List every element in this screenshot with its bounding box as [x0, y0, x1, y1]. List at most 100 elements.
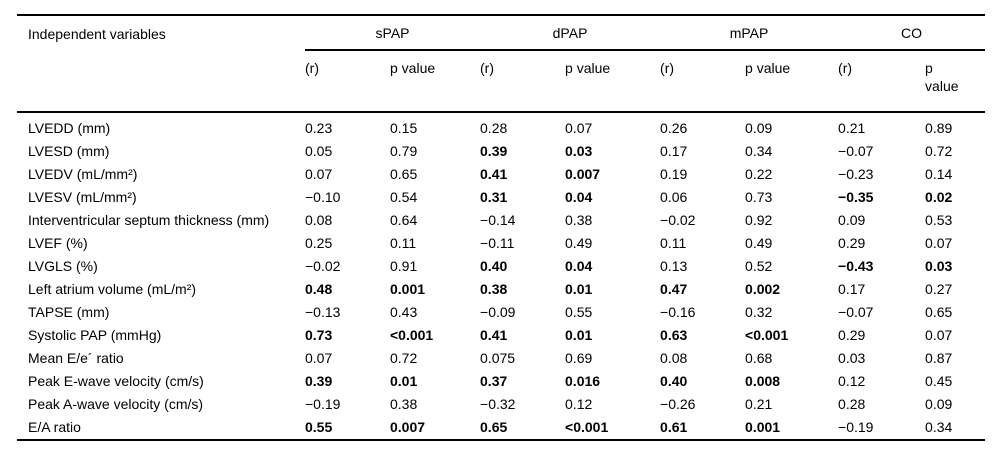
- value-cell: −0.02: [660, 212, 696, 228]
- sub-header-r: (r): [838, 60, 853, 76]
- group-header-spap: sPAP: [305, 15, 481, 51]
- value-cell: −0.11: [480, 235, 515, 251]
- value-cell: 0.07: [305, 166, 333, 182]
- value-cell: −0.13: [305, 304, 341, 320]
- value-cell: −0.19: [305, 396, 341, 412]
- row-label: LVEDV (mL/mm²): [28, 166, 138, 182]
- value-cell: 0.17: [660, 143, 688, 159]
- value-cell: 0.19: [660, 166, 688, 182]
- value-cell: 0.04: [565, 189, 593, 205]
- value-cell: 0.73: [745, 189, 773, 205]
- sub-header-p: p value: [565, 60, 611, 76]
- value-cell: 0.08: [660, 350, 688, 366]
- value-cell: 0.49: [745, 235, 773, 251]
- value-cell: 0.07: [925, 327, 953, 343]
- value-cell: 0.001: [745, 419, 781, 435]
- value-cell: −0.07: [838, 143, 874, 159]
- value-cell: 0.41: [480, 327, 508, 343]
- row-label: Interventricular septum thickness (mm): [28, 212, 270, 228]
- sub-header-p: p value: [745, 60, 791, 76]
- value-cell: 0.17: [838, 281, 866, 297]
- row-label: LVEDD (mm): [17, 111, 305, 140]
- value-cell: 0.09: [925, 396, 953, 412]
- value-cell: 0.43: [390, 304, 418, 320]
- value-cell: 0.07: [925, 235, 953, 251]
- value-cell: 0.23: [305, 111, 390, 140]
- sub-header-p: p value: [390, 60, 436, 76]
- group-header-mpap: mPAP: [660, 15, 839, 51]
- table-row: E/A ratio 0.55 0.007 0.65 <0.001 0.61 0.001 −0.…: [17, 416, 985, 440]
- value-cell: 0.40: [660, 373, 688, 389]
- value-cell: −0.14: [480, 212, 516, 228]
- row-label: Systolic PAP (mmHg): [28, 327, 162, 343]
- value-cell: 0.28: [480, 111, 566, 140]
- value-cell: 0.47: [660, 281, 688, 297]
- value-cell: 0.91: [390, 258, 418, 274]
- value-cell: 0.64: [390, 212, 418, 228]
- sub-header-row: (r) p value (r) p value (r) p value (r) …: [17, 50, 985, 112]
- value-cell: 0.007: [390, 419, 426, 435]
- value-cell: 0.53: [925, 212, 953, 228]
- table-row: Interventricular septum thickness (mm) 0.…: [17, 209, 985, 232]
- value-cell: 0.02: [925, 189, 953, 205]
- table-header: Independent variables sPAP dPAP mPAP CO …: [17, 15, 986, 112]
- value-cell: 0.06: [660, 189, 688, 205]
- value-cell: 0.03: [565, 143, 593, 159]
- value-cell: 0.92: [745, 212, 773, 228]
- value-cell: 0.075: [480, 350, 516, 366]
- value-cell: 0.38: [480, 281, 508, 297]
- value-cell: −0.07: [838, 304, 874, 320]
- row-label: Left atrium volume (mL/m²): [28, 281, 197, 297]
- value-cell: 0.72: [925, 143, 953, 159]
- row-label: LVEF (%): [28, 235, 88, 251]
- value-cell: 0.13: [660, 258, 688, 274]
- value-cell: 0.25: [305, 235, 333, 251]
- value-cell: 0.69: [565, 350, 593, 366]
- value-cell: 0.29: [838, 235, 866, 251]
- value-cell: <0.001: [745, 327, 789, 343]
- table-row: LVESV (mL/mm²) −0.10 0.54 0.31 0.04 0.06 0.73 −…: [17, 186, 985, 209]
- value-cell: 0.11: [390, 235, 417, 251]
- value-cell: 0.31: [480, 189, 508, 205]
- value-cell: 0.34: [925, 419, 953, 435]
- table-row: TAPSE (mm) −0.13 0.43 −0.09 0.55 −0.16 0.32 −0.…: [17, 301, 985, 324]
- value-cell: −0.02: [305, 258, 341, 274]
- value-cell: 0.32: [745, 304, 773, 320]
- value-cell: 0.07: [565, 111, 661, 140]
- value-cell: 0.37: [480, 373, 508, 389]
- value-cell: 0.12: [565, 396, 593, 412]
- value-cell: 0.63: [660, 327, 688, 343]
- value-cell: 0.07: [305, 350, 333, 366]
- value-cell: 0.55: [305, 419, 333, 435]
- value-cell: −0.26: [660, 396, 696, 412]
- value-cell: 0.01: [565, 327, 593, 343]
- table-row: Peak A-wave velocity (cm/s) −0.19 0.38 −0.3…: [17, 393, 985, 416]
- row-label: TAPSE (mm): [28, 304, 110, 320]
- table-row: Left atrium volume (mL/m²) 0.48 0.001 0.38 0…: [17, 278, 985, 301]
- row-label: LVESD (mm): [28, 143, 110, 159]
- value-cell: 0.11: [660, 235, 687, 251]
- value-cell: −0.32: [480, 396, 516, 412]
- table-row: LVEF (%) 0.25 0.11 −0.11 0.49 0.11 0.49 0.29 0.0…: [17, 232, 985, 255]
- sub-header-r: (r): [660, 60, 675, 76]
- value-cell: 0.007: [565, 166, 601, 182]
- value-cell: 0.08: [305, 212, 333, 228]
- value-cell: 0.72: [390, 350, 418, 366]
- value-cell: 0.65: [925, 304, 953, 320]
- group-header-dpap: dPAP: [480, 15, 661, 51]
- value-cell: 0.28: [838, 396, 866, 412]
- value-cell: 0.38: [565, 212, 593, 228]
- value-cell: 0.65: [480, 419, 508, 435]
- table-row: Peak E-wave velocity (cm/s) 0.39 0.01 0.37 0…: [17, 370, 985, 393]
- value-cell: 0.54: [390, 189, 418, 205]
- value-cell: 0.016: [565, 373, 601, 389]
- value-cell: 0.39: [480, 143, 508, 159]
- value-cell: 0.09: [745, 111, 839, 140]
- table-row: LVEDD (mm) 0.23 0.15 0.28 0.07 0.26 0.09 0.21 0.…: [17, 111, 986, 140]
- sub-header-p: p value: [925, 60, 959, 94]
- row-label: Peak E-wave velocity (cm/s): [28, 373, 204, 389]
- value-cell: 0.79: [390, 143, 418, 159]
- value-cell: 0.39: [305, 373, 333, 389]
- value-cell: 0.12: [838, 373, 866, 389]
